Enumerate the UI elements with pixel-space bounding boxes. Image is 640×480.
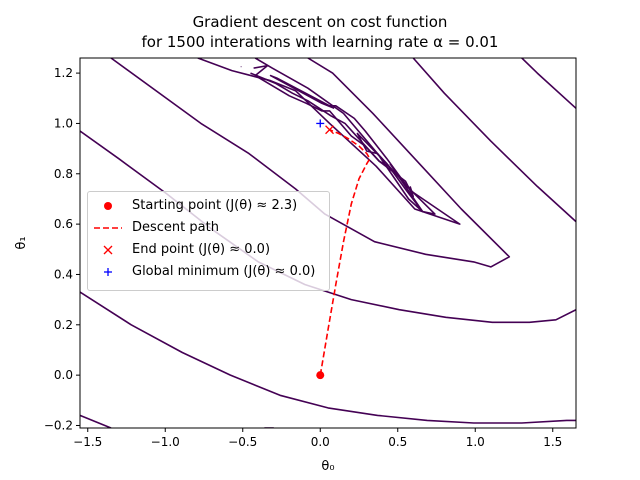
- x-axis: −1.5 −1.0 −0.5 0.0 0.5 1.0 1.5: [73, 428, 562, 449]
- legend-label: End point (J(θ) ≈ 0.0): [132, 242, 271, 257]
- x-tick-label: 1.0: [466, 435, 485, 449]
- legend-label: Descent path: [132, 220, 219, 235]
- end-point-marker: [325, 125, 335, 135]
- x-tick-label: 0.0: [311, 435, 330, 449]
- y-tick-label: 0.4: [54, 267, 73, 281]
- contour-line: [250, 72, 415, 198]
- legend: Starting point (J(θ) ≈ 2.3) Descent path E…: [87, 191, 330, 291]
- legend-marker-dot: [104, 202, 112, 210]
- y-tick-label: 0.6: [54, 217, 73, 231]
- x-axis-label: θ₀: [321, 459, 334, 474]
- y-tick-label: 1.2: [54, 66, 73, 80]
- y-tick-label: 0.2: [54, 318, 73, 332]
- legend-label: Global minimum (J(θ) ≈ 0.0): [132, 264, 316, 279]
- legend-marker-x: [103, 245, 113, 255]
- legend-marker-dash: [94, 227, 122, 229]
- contour-line: [521, 58, 576, 109]
- chart-title-line-2: for 1500 interations with learning rate …: [141, 33, 499, 51]
- contour-line: [80, 291, 576, 424]
- contour-line: [253, 64, 269, 77]
- x-tick-label: 1.5: [543, 435, 562, 449]
- x-tick-label: 0.5: [388, 435, 407, 449]
- y-axis: −0.2 0.0 0.2 0.4 0.6 0.8 1.0 1.2: [44, 66, 80, 432]
- legend-marker-plus: [104, 268, 112, 276]
- legend-item: Starting point (J(θ) ≈ 2.3): [88, 196, 329, 216]
- global-minimum-marker: [316, 119, 325, 128]
- descent-path-line: [319, 128, 371, 376]
- plot-frame: [79, 57, 577, 429]
- y-axis-label: θ₁: [14, 236, 29, 249]
- y-tick-label: 0.0: [54, 368, 73, 382]
- contour-line: [356, 132, 424, 213]
- contour-line: [110, 58, 511, 268]
- contour-line: [254, 74, 389, 167]
- contour-line: [269, 74, 436, 215]
- contour-line: [80, 414, 112, 428]
- contour-line: [197, 58, 461, 225]
- series-layer: [316, 119, 371, 380]
- legend-item: Global minimum (J(θ) ≈ 0.0): [88, 262, 329, 282]
- x-tick-label: −1.5: [73, 435, 102, 449]
- legend-label: Starting point (J(θ) ≈ 2.3): [132, 198, 298, 213]
- y-tick-label: −0.2: [44, 418, 73, 432]
- y-tick-label: 1.0: [54, 116, 73, 130]
- chart-title-line-1: Gradient descent on cost function: [192, 13, 448, 31]
- start-point-marker: [316, 371, 325, 380]
- contour-line: [412, 58, 576, 223]
- legend-item: End point (J(θ) ≈ 0.0): [88, 240, 329, 260]
- x-tick-label: −0.5: [228, 435, 257, 449]
- y-tick-label: 0.8: [54, 167, 73, 181]
- legend-item: Descent path: [88, 218, 329, 238]
- contour-layer: [80, 58, 576, 428]
- x-tick-label: −1.0: [151, 435, 180, 449]
